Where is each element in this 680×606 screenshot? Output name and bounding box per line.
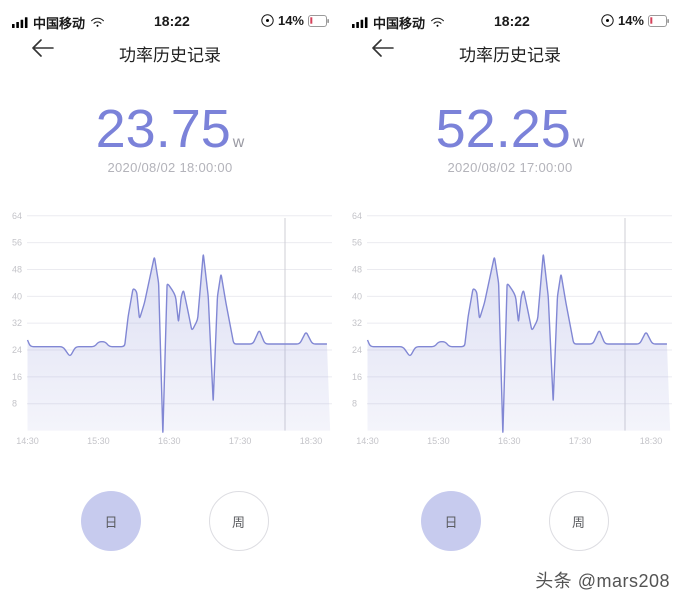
svg-text:32: 32: [12, 318, 22, 328]
svg-text:14:30: 14:30: [356, 436, 379, 446]
svg-text:17:30: 17:30: [569, 436, 592, 446]
svg-text:16: 16: [12, 372, 22, 382]
svg-text:56: 56: [352, 238, 362, 248]
svg-text:48: 48: [352, 264, 362, 274]
svg-text:8: 8: [352, 399, 357, 409]
svg-text:40: 40: [12, 291, 22, 301]
svg-text:18:30: 18:30: [300, 436, 323, 446]
svg-text:15:30: 15:30: [87, 436, 110, 446]
svg-text:16: 16: [352, 372, 362, 382]
svg-text:24: 24: [352, 345, 362, 355]
svg-text:24: 24: [12, 345, 22, 355]
svg-text:16:30: 16:30: [498, 436, 521, 446]
svg-text:8: 8: [12, 399, 17, 409]
svg-text:64: 64: [352, 211, 362, 221]
svg-text:48: 48: [12, 264, 22, 274]
svg-text:15:30: 15:30: [427, 436, 450, 446]
svg-text:16:30: 16:30: [158, 436, 181, 446]
svg-text:56: 56: [12, 238, 22, 248]
svg-text:18:30: 18:30: [640, 436, 663, 446]
svg-text:17:30: 17:30: [229, 436, 252, 446]
svg-text:40: 40: [352, 291, 362, 301]
svg-text:14:30: 14:30: [16, 436, 39, 446]
svg-text:32: 32: [352, 318, 362, 328]
svg-text:64: 64: [12, 211, 22, 221]
